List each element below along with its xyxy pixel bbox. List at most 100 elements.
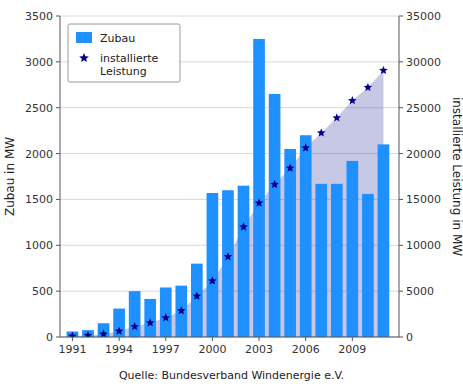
y2-tick-label: 15000: [406, 193, 441, 206]
y2-tick-label: 30000: [406, 56, 441, 69]
marker: [130, 322, 139, 330]
bar: [284, 149, 296, 337]
y-axis-line: [60, 16, 61, 337]
chart: 1991 1994 1997 2000 2003 2006 2009 0 500 1000 1500…: [0, 0, 463, 389]
y2-tick: [399, 337, 403, 338]
bar: [191, 264, 203, 337]
x-tick-label: 1997: [152, 343, 180, 356]
y-axis-label: Zubau in MW: [3, 137, 17, 216]
bar: [98, 323, 110, 337]
x-axis-label: Quelle: Bundesverband Windenergie e.V.: [119, 369, 344, 382]
bar: [315, 184, 327, 337]
marker: [177, 306, 186, 314]
y-tick-label: 1500: [25, 193, 53, 206]
marker: [84, 331, 93, 337]
bar: [175, 286, 187, 337]
marker: [317, 128, 326, 136]
y-tick-label: 0: [46, 331, 53, 344]
marker: [270, 180, 279, 188]
y2-tick: [399, 16, 403, 17]
marker: [239, 222, 248, 230]
area: [72, 70, 383, 337]
legend: Zubau installierteLeistung: [68, 24, 180, 82]
y2-axis-line: [399, 16, 400, 337]
y2-tick: [399, 61, 403, 62]
y-tick: [56, 16, 60, 17]
legend-item: Zubau: [76, 32, 135, 45]
x-tick-label: 2003: [245, 343, 273, 356]
bar: [378, 144, 390, 337]
y2-tick-label: 35000: [406, 10, 441, 23]
y2-axis-label: installierte Leistung in MW: [450, 97, 463, 256]
y-tick: [56, 245, 60, 246]
grid-line: [60, 337, 399, 338]
bar: [238, 186, 250, 337]
marker: [255, 199, 264, 207]
y2-tick-label: 20000: [406, 148, 441, 161]
marker: [224, 252, 233, 260]
y2-tick: [399, 291, 403, 292]
legend-item: installierteLeistung: [79, 52, 158, 78]
grid-line: [60, 16, 399, 17]
y2-tick: [399, 245, 403, 246]
x-tick: [212, 337, 213, 341]
bar: [331, 184, 343, 337]
bar: [222, 190, 234, 337]
y-tick: [56, 153, 60, 154]
y-tick-label: 2500: [25, 102, 53, 115]
y-tick-label: 500: [32, 285, 53, 298]
plot-area: [67, 39, 390, 337]
marker: [146, 318, 155, 326]
y-tick: [56, 61, 60, 62]
y-tick-label: 2000: [25, 148, 53, 161]
x-axis-line: [60, 337, 399, 338]
x-tick-label: 1994: [105, 343, 133, 356]
y-tick: [56, 107, 60, 108]
y-tick: [56, 199, 60, 200]
bar: [362, 194, 374, 337]
y-tick-label: 1000: [25, 239, 53, 252]
bar: [113, 309, 125, 337]
y2-tick-label: 10000: [406, 239, 441, 252]
marker: [161, 313, 170, 321]
x-tick-label: 2009: [338, 343, 366, 356]
marker: [193, 292, 202, 300]
marker: [286, 164, 295, 172]
marker: [99, 330, 108, 337]
y2-tick-label: 5000: [406, 285, 434, 298]
marker: [379, 66, 388, 74]
legend-label: installierteLeistung: [100, 52, 159, 78]
bar: [129, 291, 141, 337]
bar: [207, 193, 219, 337]
marker: [68, 332, 77, 337]
marker: [348, 96, 357, 104]
bar: [160, 287, 172, 337]
y-tick-label: 3000: [25, 56, 53, 69]
y2-tick-label: 25000: [406, 102, 441, 115]
x-tick: [305, 337, 306, 341]
legend-swatch: [76, 32, 92, 43]
bar: [144, 299, 156, 337]
x-tick-label: 2000: [198, 343, 226, 356]
bar: [347, 161, 359, 337]
legend-swatch: [79, 53, 89, 62]
x-tick-label: 1991: [58, 343, 86, 356]
marker: [301, 143, 310, 151]
marker: [115, 327, 124, 335]
marker: [364, 83, 373, 91]
y2-tick: [399, 199, 403, 200]
x-tick: [259, 337, 260, 341]
grid: [60, 16, 399, 337]
y2-tick: [399, 153, 403, 154]
x-tick: [165, 337, 166, 341]
bar: [300, 135, 312, 337]
bar: [269, 94, 281, 337]
x-tick-label: 2006: [292, 343, 320, 356]
legend-box: [68, 24, 180, 82]
y2-tick: [399, 107, 403, 108]
legend-label: Zubau: [100, 32, 135, 45]
y2-tick-label: 0: [406, 331, 413, 344]
marker: [208, 276, 217, 284]
y-tick-label: 3500: [25, 10, 53, 23]
axes: 1991 1994 1997 2000 2003 2006 2009 0 500 1000 1500…: [25, 10, 441, 356]
